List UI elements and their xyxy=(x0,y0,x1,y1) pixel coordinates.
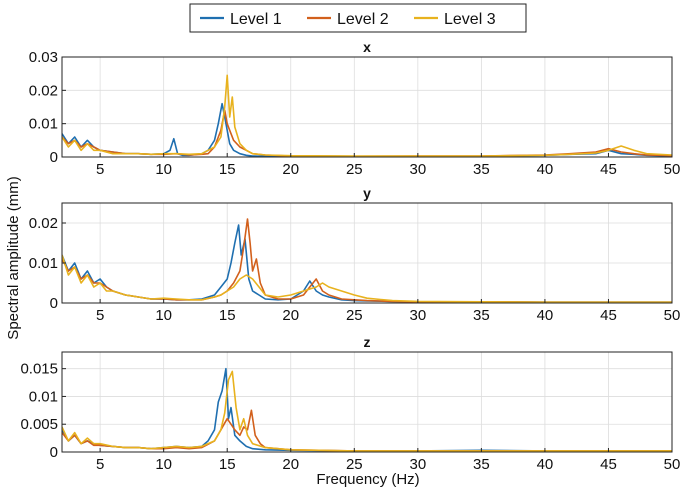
x-tick-label: 45 xyxy=(600,307,617,324)
axes-frame xyxy=(61,202,673,304)
x-tick-label: 40 xyxy=(537,307,554,324)
x-tick-label: 5 xyxy=(96,456,104,473)
x-tick-label: 50 xyxy=(664,161,681,178)
subplot-x: 5 10 15 20 25 30 35 40 45 50 0 0.01 0.02 0.03 x xyxy=(29,39,681,178)
legend-label-level-2: Level 2 xyxy=(337,11,389,28)
y-tick-label: 0.02 xyxy=(29,215,58,232)
subplot-title: y xyxy=(363,185,371,201)
y-tick-label: 0.01 xyxy=(29,255,58,272)
axes-frame xyxy=(61,351,673,453)
x-tick-label: 15 xyxy=(219,161,236,178)
legend-item-level-2: Level 2 xyxy=(307,11,389,28)
shared-x-axis-label: Frequency (Hz) xyxy=(316,471,419,488)
subplot-y: 5 10 15 20 25 30 35 40 45 50 0 0.01 0.02 y xyxy=(29,185,681,324)
x-tick-label: 50 xyxy=(664,456,681,473)
y-tick-label: 0.03 xyxy=(29,49,58,66)
subplot-title: z xyxy=(364,334,371,350)
x-tick-label: 10 xyxy=(155,307,172,324)
y-tick-label: 0.01 xyxy=(29,116,58,133)
x-tick-label: 20 xyxy=(282,161,299,178)
axes-frame xyxy=(61,56,673,158)
y-tick-label: 0 xyxy=(50,149,58,166)
x-tick-label: 10 xyxy=(155,456,172,473)
x-tick-label: 5 xyxy=(96,307,104,324)
series-line-level-2 xyxy=(62,218,672,303)
x-tick-label: 40 xyxy=(537,456,554,473)
x-tick-label: 20 xyxy=(282,307,299,324)
x-tick-label: 35 xyxy=(473,161,490,178)
legend-label-level-1: Level 1 xyxy=(230,11,282,28)
series-line-level-3 xyxy=(62,74,672,157)
subplot-z: 5 10 15 20 25 30 35 40 45 50 0 0.005 0.01 0.015 z xyxy=(20,334,680,473)
x-tick-label: 45 xyxy=(600,161,617,178)
x-tick-label: 20 xyxy=(282,456,299,473)
shared-y-axis-label: Spectral amplitude (mm) xyxy=(5,176,22,339)
series-line-level-3 xyxy=(62,254,672,303)
y-tick-label: 0.015 xyxy=(20,361,58,378)
x-tick-label: 35 xyxy=(473,456,490,473)
plot-area xyxy=(62,57,672,157)
x-tick-label: 40 xyxy=(537,161,554,178)
legend-label-level-3: Level 3 xyxy=(444,11,496,28)
y-tick-label: 0.01 xyxy=(29,388,58,405)
legend-item-level-1: Level 1 xyxy=(200,11,282,28)
x-tick-label: 50 xyxy=(664,307,681,324)
x-tick-label: 30 xyxy=(409,307,426,324)
legend: Level 1 Level 2 Level 3 xyxy=(189,3,527,33)
x-tick-label: 15 xyxy=(219,307,236,324)
legend-item-level-3: Level 3 xyxy=(414,11,496,28)
series-group xyxy=(62,74,672,157)
x-tick-label: 30 xyxy=(409,161,426,178)
plot-area xyxy=(62,352,672,452)
x-tick-label: 5 xyxy=(96,161,104,178)
legend-frame xyxy=(189,3,527,33)
x-tick-label: 35 xyxy=(473,307,490,324)
x-tick-label: 30 xyxy=(409,456,426,473)
series-group xyxy=(62,218,672,303)
subplot-title: x xyxy=(363,39,371,55)
series-line-level-3 xyxy=(62,370,672,452)
y-tick-label: 0 xyxy=(50,295,58,312)
y-tick-label: 0.02 xyxy=(29,82,58,99)
x-tick-label: 45 xyxy=(600,456,617,473)
x-tick-label: 25 xyxy=(346,456,363,473)
x-tick-label: 10 xyxy=(155,161,172,178)
series-group xyxy=(62,367,672,452)
x-tick-label: 15 xyxy=(219,456,236,473)
x-tick-label: 25 xyxy=(346,161,363,178)
plot-area xyxy=(62,203,672,303)
x-tick-label: 25 xyxy=(346,307,363,324)
y-tick-label: 0 xyxy=(50,444,58,461)
y-tick-label: 0.005 xyxy=(20,416,58,433)
